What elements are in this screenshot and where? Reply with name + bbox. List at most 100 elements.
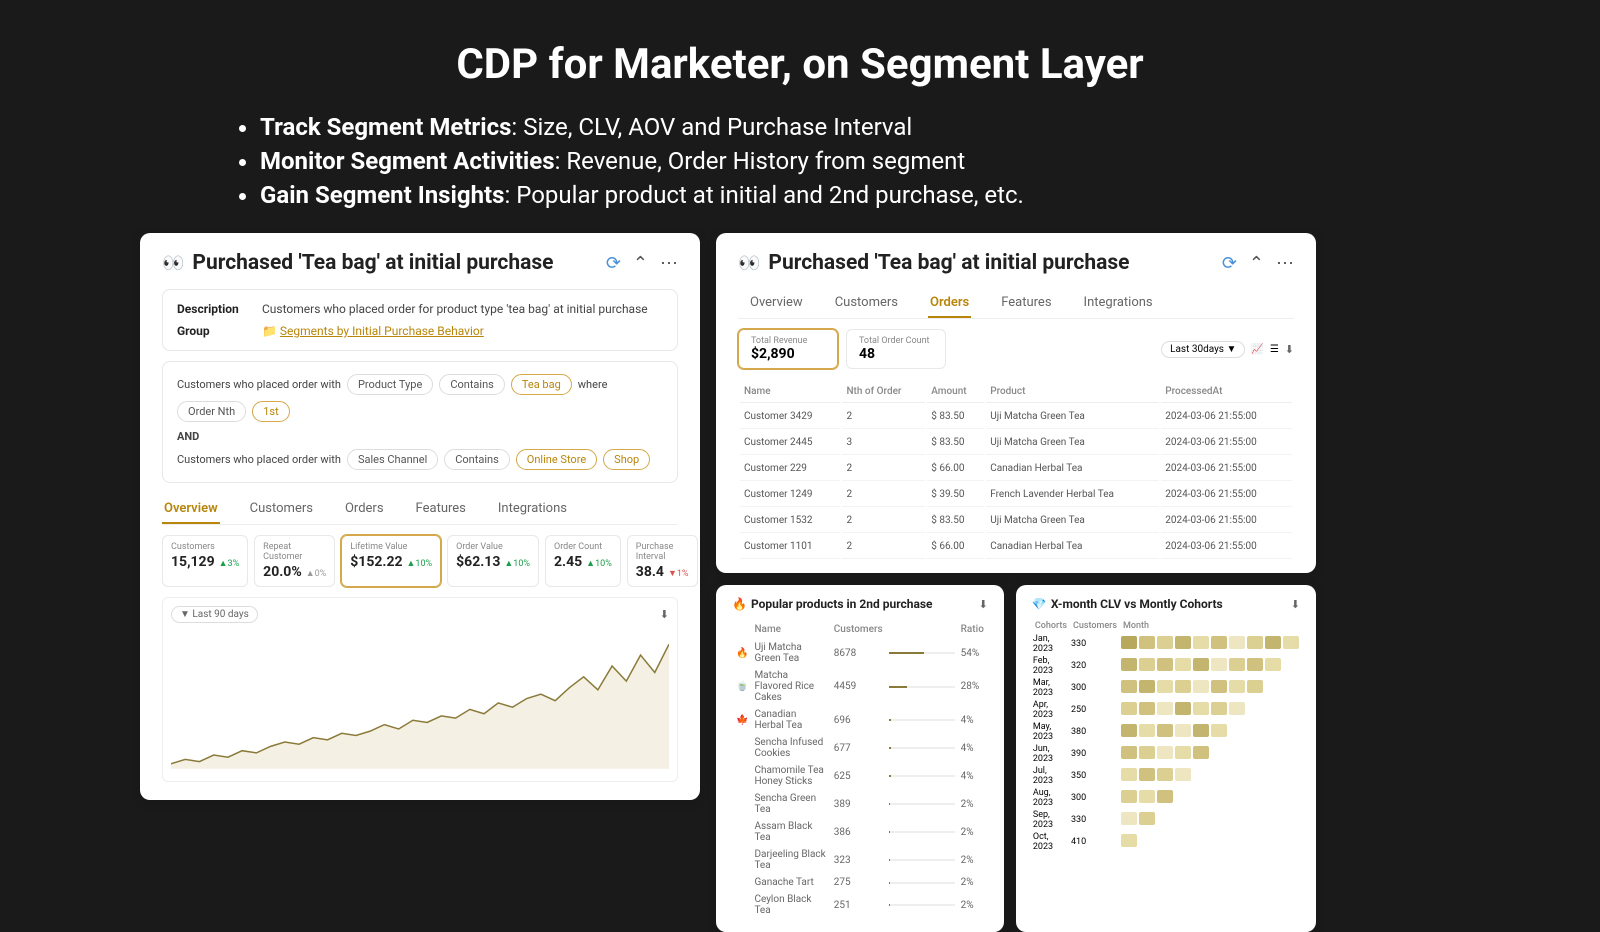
cohort-row: Aug, 2023300 (1032, 787, 1300, 809)
download-icon[interactable]: ⬇ (1291, 598, 1300, 611)
eyes-icon: 👀 (738, 253, 760, 274)
product-row: Ganache Tart2752% (734, 875, 986, 890)
metrics-row: Customers15,129▲3%Repeat Customer20.0%▲0… (162, 535, 678, 587)
metric-card[interactable]: Customers15,129▲3% (162, 535, 248, 587)
download-icon[interactable]: ⬇ (660, 608, 669, 621)
cohort-title: 💎 X-month CLV vs Montly Cohorts (1032, 597, 1223, 611)
bullet-item: Gain Segment Insights: Popular product a… (260, 181, 1460, 209)
cohort-row: Oct, 2023410 (1032, 831, 1300, 853)
metric-card[interactable]: Lifetime Value$152.22▲10% (341, 535, 441, 587)
tab-features[interactable]: Features (414, 495, 468, 524)
filter-chip[interactable]: Order Nth (177, 401, 246, 422)
table-row[interactable]: Customer 2292$ 66.00Canadian Herbal Tea2… (740, 457, 1292, 481)
period-selector[interactable]: Last 30days ▼ (1161, 341, 1245, 358)
tabs-left: Overview Customers Orders Features Integrati… (162, 495, 678, 525)
and-label: AND (177, 430, 663, 443)
cohort-row: Mar, 2023300 (1032, 677, 1300, 699)
page-title: CDP for Marketer, on Segment Layer (140, 40, 1460, 89)
tabs-right: Overview Customers Orders Features Integrati… (738, 289, 1294, 319)
line-chart (171, 629, 669, 769)
product-table: NameCustomersRatio🔥Uji Matcha Green Tea8… (732, 619, 988, 920)
filter-chip[interactable]: Sales Channel (347, 449, 438, 470)
tab-overview[interactable]: Overview (162, 495, 220, 524)
desc-value: Customers who placed order for product t… (262, 302, 648, 316)
segment-overview-card: 👀 Purchased 'Tea bag' at initial purchas… (140, 233, 700, 800)
filter-chip[interactable]: Online Store (516, 449, 597, 470)
cohort-row: May, 2023380 (1032, 721, 1300, 743)
cohort-row: Feb, 2023320 (1032, 655, 1300, 677)
product-row: Assam Black Tea3862% (734, 819, 986, 845)
table-row[interactable]: Customer 12492$ 39.50French Lavender Her… (740, 483, 1292, 507)
filter-chip[interactable]: Tea bag (511, 374, 572, 395)
collapse-icon[interactable]: ⌃ (1249, 253, 1264, 274)
desc-label: Description (177, 302, 262, 316)
cohort-row: Jul, 2023350 (1032, 765, 1300, 787)
tab-features[interactable]: Features (999, 289, 1053, 318)
download-icon[interactable]: ⬇ (1285, 343, 1294, 356)
cohort-row: Sep, 2023330 (1032, 809, 1300, 831)
table-row[interactable]: Customer 24453$ 83.50Uji Matcha Green Te… (740, 431, 1292, 455)
tab-integrations[interactable]: Integrations (1082, 289, 1155, 318)
tab-overview[interactable]: Overview (748, 289, 805, 318)
table-row[interactable]: Customer 11012$ 66.00Canadian Herbal Tea… (740, 535, 1292, 559)
refresh-icon[interactable]: ⟳ (606, 253, 621, 274)
popular-products-card: 🔥 Popular products in 2nd purchase ⬇ Nam… (716, 585, 1004, 932)
chart-view-icon[interactable]: 📈 (1251, 344, 1263, 355)
product-row: Chamomile Tea Honey Sticks6254% (734, 763, 986, 789)
metric-card[interactable]: Purchase Interval38.4▼1% (627, 535, 698, 587)
cohort-table: CohortsCustomersMonthJan, 2023330Feb, 20… (1032, 619, 1300, 853)
filter-box: Customers who placed order with Product T… (162, 361, 678, 483)
metric-card[interactable]: Repeat Customer20.0%▲0% (254, 535, 335, 587)
filter-where: where (578, 378, 608, 391)
chart-area: ▼ Last 90 days ⬇ (162, 597, 678, 782)
bullet-item: Monitor Segment Activities: Revenue, Ord… (260, 147, 1460, 175)
segment-orders-card: 👀 Purchased 'Tea bag' at initial purchas… (716, 233, 1316, 573)
tab-customers[interactable]: Customers (833, 289, 900, 318)
tab-orders[interactable]: Orders (343, 495, 386, 524)
table-row[interactable]: Customer 15322$ 83.50Uji Matcha Green Te… (740, 509, 1292, 533)
summary-box[interactable]: Total Revenue$2,890 (738, 329, 838, 369)
bullet-list: Track Segment Metrics: Size, CLV, AOV an… (260, 113, 1460, 209)
bullet-item: Track Segment Metrics: Size, CLV, AOV an… (260, 113, 1460, 141)
tab-orders[interactable]: Orders (928, 289, 971, 318)
description-box: Description Customers who placed order f… (162, 289, 678, 351)
group-value: 📁 Segments by Initial Purchase Behavior (262, 324, 484, 338)
cohort-row: Apr, 2023250 (1032, 699, 1300, 721)
filter-text: Customers who placed order with (177, 453, 341, 466)
cohort-card: 💎 X-month CLV vs Montly Cohorts ⬇ Cohort… (1016, 585, 1316, 932)
metric-card[interactable]: Order Count2.45▲10% (545, 535, 621, 587)
filter-chip[interactable]: Shop (603, 449, 650, 470)
list-view-icon[interactable]: ☰ (1270, 344, 1279, 355)
product-row: 🍵Matcha Flavored Rice Cakes445928% (734, 668, 986, 705)
refresh-icon[interactable]: ⟳ (1222, 253, 1237, 274)
product-row: Darjeeling Black Tea3232% (734, 847, 986, 873)
summary-box[interactable]: Total Order Count48 (846, 329, 946, 369)
eyes-icon: 👀 (162, 253, 184, 274)
cohort-row: Jan, 2023330 (1032, 633, 1300, 655)
segment-title-r: Purchased 'Tea bag' at initial purchase (768, 251, 1209, 275)
more-icon[interactable]: ⋯ (1276, 253, 1294, 274)
filter-text: Customers who placed order with (177, 378, 341, 391)
group-label: Group (177, 324, 262, 338)
product-row: Ceylon Black Tea2512% (734, 892, 986, 918)
tab-integrations[interactable]: Integrations (496, 495, 569, 524)
table-row[interactable]: Customer 34292$ 83.50Uji Matcha Green Te… (740, 405, 1292, 429)
more-icon[interactable]: ⋯ (660, 253, 678, 274)
metric-card[interactable]: Order Value$62.13▲10% (447, 535, 539, 587)
product-row: Sencha Green Tea3892% (734, 791, 986, 817)
filter-chip[interactable]: 1st (252, 401, 289, 422)
popular-title: 🔥 Popular products in 2nd purchase (732, 597, 933, 611)
download-icon[interactable]: ⬇ (979, 598, 988, 611)
group-link[interactable]: Segments by Initial Purchase Behavior (280, 324, 484, 338)
period-selector[interactable]: ▼ Last 90 days (171, 606, 258, 623)
product-row: Sencha Infused Cookies6774% (734, 735, 986, 761)
cohort-row: Jun, 2023390 (1032, 743, 1300, 765)
product-row: 🍁Canadian Herbal Tea6964% (734, 707, 986, 733)
tab-customers[interactable]: Customers (248, 495, 315, 524)
filter-chip[interactable]: Product Type (347, 374, 433, 395)
collapse-icon[interactable]: ⌃ (633, 253, 648, 274)
filter-chip[interactable]: Contains (444, 449, 510, 470)
summary-row: Total Revenue$2,890Total Order Count48 La… (738, 329, 1294, 369)
filter-chip[interactable]: Contains (439, 374, 505, 395)
orders-table: NameNth of OrderAmountProductProcessedAt… (738, 379, 1294, 561)
